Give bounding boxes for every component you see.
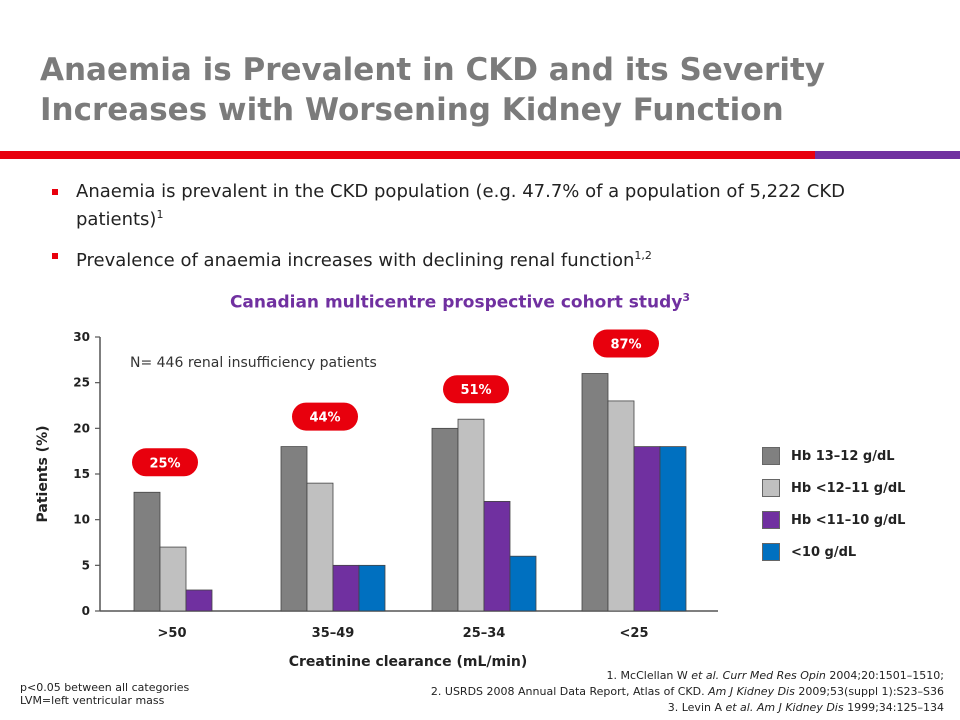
total-badge xyxy=(443,375,509,404)
bar-4 xyxy=(358,564,386,612)
slide-title: Anaemia is Prevalent in CKD and its Seve… xyxy=(40,50,940,130)
y-tick-label: 5 xyxy=(82,558,90,572)
bullet-item: Anaemia is prevalent in the CKD populati… xyxy=(44,180,924,231)
ref-text: 2004;20:1501–1510; xyxy=(825,669,944,682)
legend-swatch xyxy=(762,447,780,465)
ref-text: 2009;53(suppl 1):S23–S36 xyxy=(794,685,944,698)
bar-1 xyxy=(280,446,308,612)
footnote-line: LVM=left ventricular mass xyxy=(20,694,165,707)
chart-title-text: Canadian multicentre prospective cohort … xyxy=(229,292,683,313)
ref-text: 1999;34:125–134 xyxy=(843,701,944,714)
references: 1. McClellan W et al. Curr Med Res Opin … xyxy=(431,668,944,716)
chart-title-ref: 3 xyxy=(682,291,691,304)
ref-journal: Am J Kidney Dis xyxy=(708,685,795,698)
bar-1 xyxy=(431,427,459,612)
bar-3 xyxy=(185,589,213,612)
y-tick-label: 15 xyxy=(73,467,90,481)
bar-3 xyxy=(483,500,511,612)
ref-text: 1. McClellan W xyxy=(606,669,692,682)
chart-annotation: N= 446 renal insufficiency patients xyxy=(130,355,377,371)
reference-item: 2. USRDS 2008 Annual Data Report, Atlas … xyxy=(431,684,944,700)
ref-text: 2. USRDS 2008 Annual Data Report, Atlas … xyxy=(430,685,709,698)
bar-4 xyxy=(509,555,537,612)
legend-item: Hb <12–11 g/dL xyxy=(762,477,905,499)
bullet-ref: 1,2 xyxy=(634,249,652,262)
bullet-text: Prevalence of anaemia increases with dec… xyxy=(76,250,635,271)
y-tick-label: 30 xyxy=(73,330,90,344)
bullet-list: Anaemia is prevalent in the CKD populati… xyxy=(44,180,924,285)
legend-swatch xyxy=(762,479,780,497)
bullet-square-icon xyxy=(52,253,58,259)
x-axis-label: Creatinine clearance (mL/min) xyxy=(289,654,528,670)
bar-3 xyxy=(633,446,661,612)
ref-journal: et al. Am J Kidney Dis xyxy=(725,701,844,714)
legend-swatch xyxy=(762,511,780,529)
legend-swatch xyxy=(762,543,780,561)
ref-journal: et al. Curr Med Res Opin xyxy=(691,669,826,682)
total-badge xyxy=(292,402,358,431)
total-badge xyxy=(593,329,659,358)
bar-1 xyxy=(581,373,609,612)
total-badge xyxy=(132,448,198,477)
chart-legend: Hb 13–12 g/dL Hb <12–11 g/dL Hb <11–10 g… xyxy=(762,445,905,573)
bullet-ref: 1 xyxy=(156,208,164,221)
x-tick-label: 25–34 xyxy=(463,626,506,641)
title-divider-red xyxy=(0,151,815,159)
y-axis-label: Patients (%) xyxy=(35,425,51,522)
bar-2 xyxy=(306,482,334,612)
legend-item: Hb <11–10 g/dL xyxy=(762,509,905,531)
footnote-line: p<0.05 between all categories xyxy=(20,681,190,694)
legend-item: Hb 13–12 g/dL xyxy=(762,445,905,467)
ref-text: 3. Levin A xyxy=(667,701,726,714)
x-tick-label: 35–49 xyxy=(312,626,355,641)
legend-label: Hb <12–11 g/dL xyxy=(791,480,906,496)
reference-item: 3. Levin A et al. Am J Kidney Dis 1999;3… xyxy=(431,700,944,716)
total-badge-label: 87% xyxy=(610,338,641,353)
legend-label: Hb <11–10 g/dL xyxy=(791,512,906,528)
bar-3 xyxy=(332,564,360,612)
y-tick-label: 10 xyxy=(73,513,90,527)
title-line-2: Increases with Worsening Kidney Function xyxy=(40,92,784,128)
total-badge-label: 44% xyxy=(309,411,340,426)
title-line-1: Anaemia is Prevalent in CKD and its Seve… xyxy=(40,52,825,88)
total-badge-label: 25% xyxy=(149,456,180,471)
x-tick-label: <25 xyxy=(620,626,649,641)
title-divider-purple xyxy=(815,151,960,159)
x-tick-label: >50 xyxy=(158,626,187,641)
legend-label: Hb 13–12 g/dL xyxy=(791,448,895,464)
bar-4 xyxy=(659,446,687,612)
legend-item: <10 g/dL xyxy=(762,541,905,563)
y-tick-label: 0 xyxy=(82,604,90,618)
y-tick-label: 25 xyxy=(73,376,90,390)
footnote-stats: p<0.05 between all categories LVM=left v… xyxy=(20,681,189,707)
bar-1 xyxy=(133,491,161,612)
bar-2 xyxy=(607,400,635,612)
chart-title: Canadian multicentre prospective cohort … xyxy=(0,291,920,313)
total-badge-label: 51% xyxy=(460,383,491,398)
legend-label: <10 g/dL xyxy=(791,544,857,560)
bar-2 xyxy=(457,418,485,612)
bar-2 xyxy=(159,546,187,612)
bullet-item: Prevalence of anaemia increases with dec… xyxy=(44,244,924,272)
y-tick-label: 20 xyxy=(73,421,90,435)
bullet-square-icon xyxy=(52,189,58,195)
bullet-text: Anaemia is prevalent in the CKD populati… xyxy=(76,181,845,230)
reference-item: 1. McClellan W et al. Curr Med Res Opin … xyxy=(431,668,944,684)
